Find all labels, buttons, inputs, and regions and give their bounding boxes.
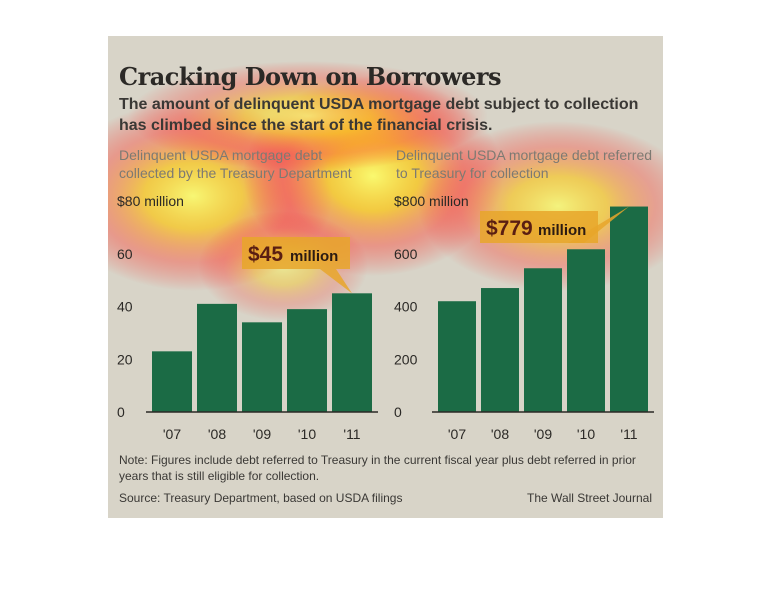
panel-2-ytick-label: 600 (394, 246, 418, 262)
panel-1-callout-unit: million (290, 248, 338, 265)
panel-1-ytick-label: 40 (117, 299, 133, 315)
panel-2-bar (438, 301, 476, 412)
panel-1-callout-box (242, 237, 350, 269)
chart-card: Cracking Down on Borrowers The amount of… (108, 36, 663, 518)
panel-2-xtick-label: '08 (491, 426, 509, 442)
panel-1-bar (152, 351, 192, 412)
panel-2-title: Delinquent USDA mortgage debt referred t… (396, 147, 653, 181)
panel-2-bar (610, 206, 648, 412)
panel-2-xtick-label: '07 (448, 426, 466, 442)
panel-1-xtick-label: '07 (163, 426, 181, 442)
panel-2-ytick-label: $800 million (394, 193, 469, 209)
panel-2-callout-value: $779 (486, 217, 533, 240)
panel-1-title: Delinquent USDA mortgage debt collected … (119, 147, 352, 181)
panel-2-xtick-label: '09 (534, 426, 552, 442)
panel-1-ytick-label: 0 (117, 404, 125, 420)
panel-2-ytick-label: 0 (394, 404, 402, 420)
panel-2-ytick-label: 200 (394, 351, 418, 367)
chart-note: Note: Figures include debt referred to T… (119, 453, 636, 483)
panel-1-ytick-label: $80 million (117, 193, 184, 209)
panel-1-bar (242, 322, 282, 412)
panel-2-bar (524, 268, 562, 412)
panel-2-callout-pointer (568, 206, 629, 243)
bar-charts: 0 20 40 60 $80 million '07 '08 '09 '10 '11 $45 mill… (117, 193, 654, 442)
panel-1-xtick-label: '09 (253, 426, 271, 442)
panel-2-bar (567, 249, 605, 412)
panel-1-xtick-label: '10 (298, 426, 316, 442)
panel-1-callout-pointer (320, 269, 352, 294)
panel-1-ytick-label: 20 (117, 351, 133, 367)
chart-credit: The Wall Street Journal (527, 491, 652, 505)
panel-1-bar (287, 309, 327, 412)
panel-2-xtick-label: '10 (577, 426, 595, 442)
panel-2-ytick-label: 400 (394, 299, 418, 315)
panel-1-bar (332, 293, 372, 412)
chart-subtitle: The amount of delinquent USDA mortgage d… (119, 96, 639, 134)
panel-1-bar (197, 303, 237, 412)
panel-1-xtick-label: '11 (343, 426, 360, 442)
panel-1-ytick-label: 60 (117, 246, 133, 262)
panel-1-xtick-label: '08 (208, 426, 226, 442)
panel-2-callout-unit: million (538, 222, 586, 239)
panel-2-bar (481, 288, 519, 412)
panel-1-callout-value: $45 (248, 243, 283, 266)
chart-source: Source: Treasury Department, based on US… (119, 491, 403, 505)
panel-2-xtick-label: '11 (620, 426, 637, 442)
chart-title: Cracking Down on Borrowers (119, 62, 502, 91)
